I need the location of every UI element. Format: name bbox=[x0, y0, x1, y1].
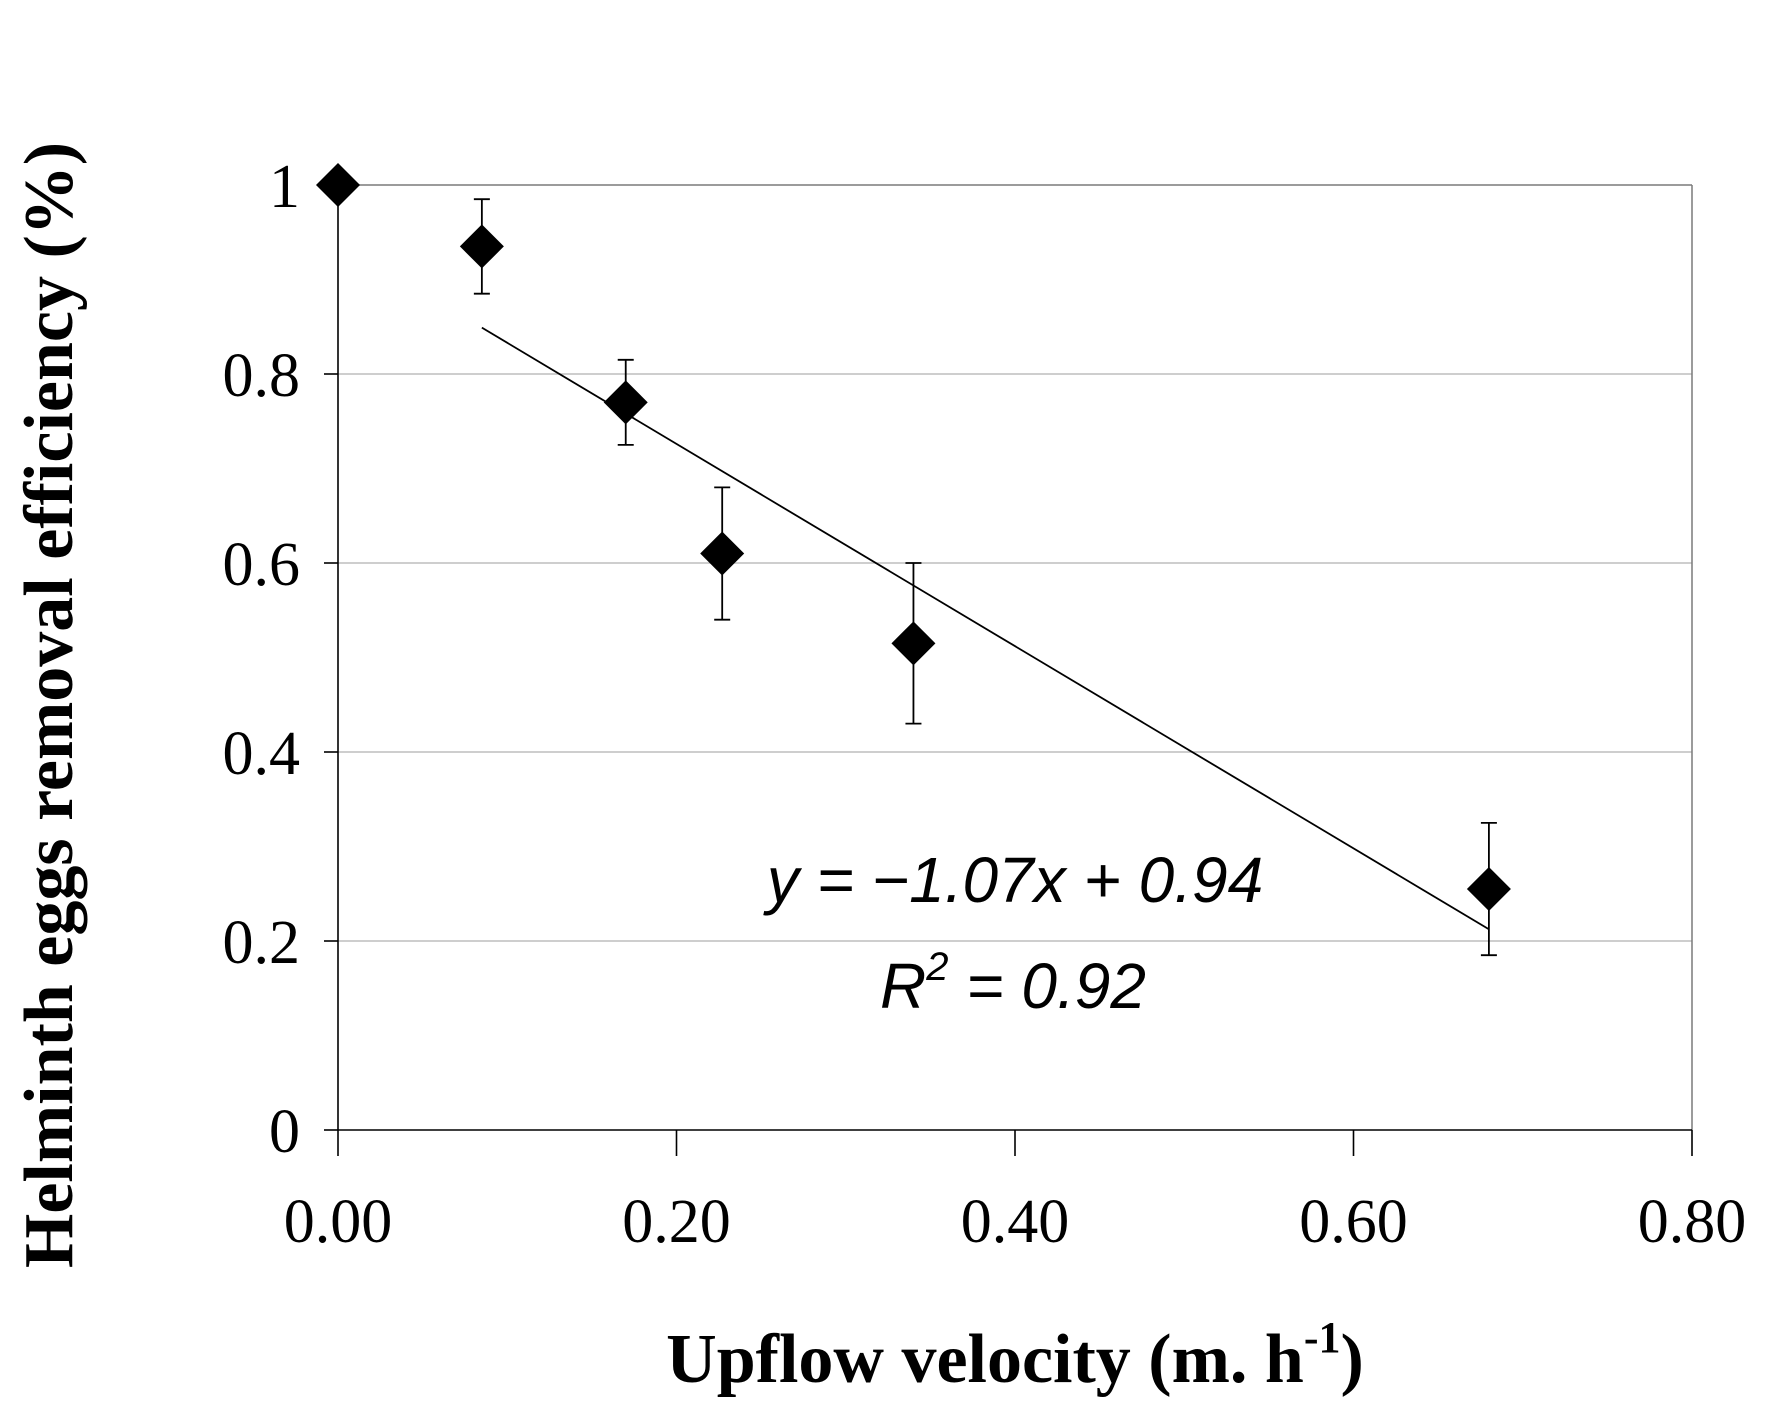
y-tick-label: 0.2 bbox=[223, 909, 301, 977]
data-point-diamond bbox=[1466, 867, 1511, 912]
data-point-diamond bbox=[603, 380, 648, 425]
y-tick-label: 0.6 bbox=[223, 531, 301, 599]
data-point-diamond bbox=[459, 224, 504, 269]
x-axis-title-superscript: -1 bbox=[1304, 1313, 1341, 1362]
x-tick-label: 0.60 bbox=[1299, 1188, 1408, 1256]
trendline-equation: y = −1.07x + 0.94 bbox=[763, 844, 1263, 916]
tick-labels: 0 0.2 0.4 0.6 0.8 1 0.00 0.20 0.40 0.60 0.80 bbox=[223, 153, 1747, 1256]
y-tick-label: 0.8 bbox=[223, 342, 301, 410]
x-tick-label: 0.20 bbox=[622, 1188, 731, 1256]
r-squared-value: = 0.92 bbox=[948, 950, 1146, 1022]
x-tick-label: 0.80 bbox=[1638, 1188, 1747, 1256]
data-point-diamond bbox=[891, 621, 936, 666]
r-squared-prefix: R bbox=[880, 950, 926, 1022]
x-axis-title: Upflow velocity (m. h-1) bbox=[666, 1313, 1364, 1398]
data-points bbox=[316, 163, 1511, 912]
y-tick-label: 1 bbox=[269, 153, 300, 221]
trendline bbox=[481, 326, 1490, 931]
x-axis-title-main: Upflow velocity (m. h bbox=[666, 1321, 1304, 1398]
y-tick-label: 0 bbox=[269, 1098, 300, 1166]
x-tick-label: 0.00 bbox=[284, 1188, 393, 1256]
y-axis-title: Helminth eggs removal efficiency (%) bbox=[11, 142, 88, 1268]
data-point-diamond bbox=[700, 531, 745, 576]
x-axis-title-end: ) bbox=[1341, 1321, 1364, 1398]
y-tick-label: 0.4 bbox=[223, 720, 301, 788]
plot-frame bbox=[337, 184, 1693, 1131]
x-tick-label: 0.40 bbox=[961, 1188, 1070, 1256]
trendline-group bbox=[481, 326, 1490, 931]
gridlines bbox=[338, 373, 1692, 942]
r-squared-label: R2 = 0.92 bbox=[880, 945, 1146, 1022]
r-squared-superscript: 2 bbox=[925, 945, 948, 989]
